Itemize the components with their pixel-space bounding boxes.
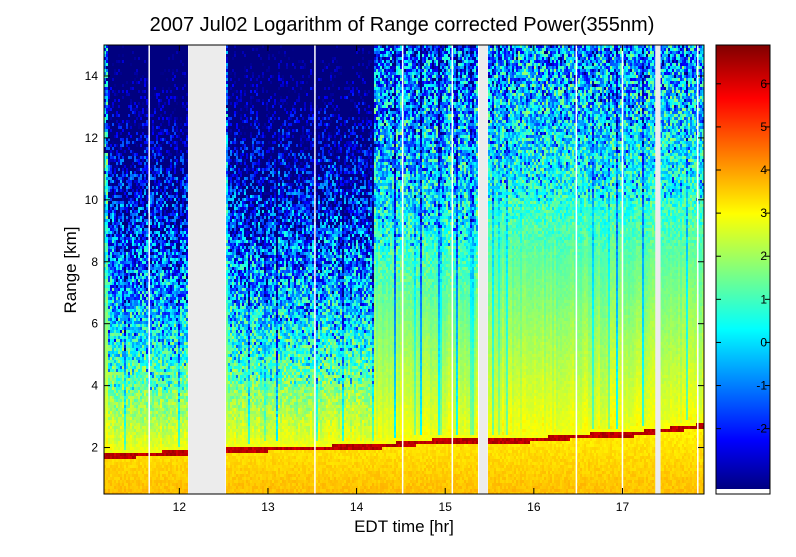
x-tick-label: 16 (527, 500, 541, 514)
colorbar: -2 -1 0 1 2 3 4 5 6 (716, 45, 770, 494)
data-gap (188, 45, 225, 494)
colorbar-tick-label: 4 (760, 163, 767, 177)
colorbar-tick-label: 2 (760, 249, 767, 263)
chart-title: 2007 Jul02 Logarithm of Range corrected … (150, 14, 655, 36)
colorbar-tick-label: 3 (760, 206, 767, 220)
y-tick-label: 12 (85, 131, 99, 145)
colorbar-tick-label: 0 (760, 335, 767, 349)
x-tick-label: 15 (439, 500, 453, 514)
y-axis-label: Range [km] (61, 227, 80, 314)
colorbar-tick-label: -2 (756, 422, 767, 436)
colorbar-tick-label: 1 (760, 292, 767, 306)
colorbar-tick-label: 5 (760, 120, 767, 134)
colorbar-tick-label: -1 (756, 379, 767, 393)
y-tick-label: 10 (85, 193, 99, 207)
y-tick-label: 2 (91, 441, 98, 455)
x-tick-label: 14 (350, 500, 364, 514)
y-tick-label: 4 (91, 379, 98, 393)
x-tick-label: 12 (173, 500, 187, 514)
x-tick-label: 17 (616, 500, 630, 514)
colorbar-tick-label: 6 (760, 77, 767, 91)
data-gap (655, 45, 660, 494)
data-gap (479, 45, 488, 494)
y-tick-label: 14 (85, 69, 99, 83)
plot-area: 12 13 14 15 16 17 2 4 6 8 10 12 14 (85, 45, 704, 514)
x-axis-label: EDT time [hr] (354, 517, 454, 536)
x-tick-label: 13 (261, 500, 275, 514)
y-tick-label: 6 (91, 317, 98, 331)
y-tick-label: 8 (91, 255, 98, 269)
